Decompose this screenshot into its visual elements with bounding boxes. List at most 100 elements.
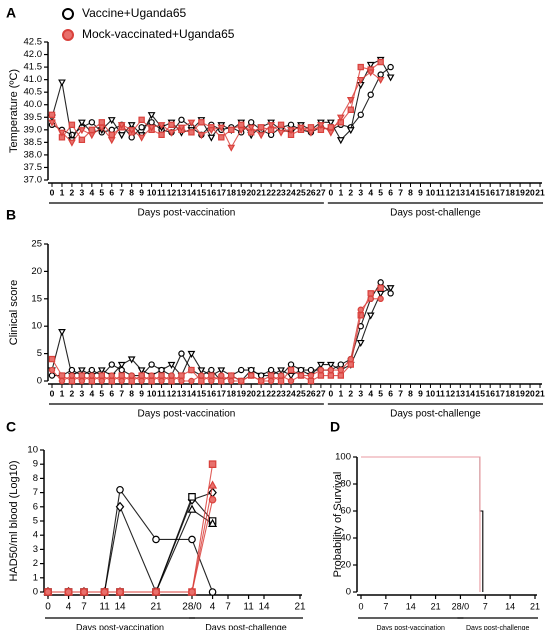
data-point [138,116,145,123]
legend-label: Mock-vaccinated+Uganda65 [82,27,235,41]
x-tick-label: 11 [99,602,110,613]
data-point [387,290,394,297]
y-tick-label: 80 [340,479,351,490]
x-tick-label: 23 [276,187,286,197]
data-point [177,124,186,132]
y-tick-label: 38.0 [24,149,43,160]
data-point [208,377,215,385]
data-point [197,367,206,375]
data-point [188,535,196,544]
x-tick-label: 0 [328,388,333,398]
data-point [197,132,206,140]
x-tick-label: 4 [368,187,373,197]
y-tick-label: 8 [33,473,38,484]
y-tick-label: 0 [37,376,42,387]
series-line [48,488,214,593]
x-tick-label: 15 [197,388,207,398]
data-point [238,377,245,385]
x-tick-label: 13 [177,187,187,197]
data-point [167,361,176,369]
data-point [88,372,96,379]
data-point [287,366,295,374]
x-tick-label: 2 [348,187,353,197]
x-tick-label: 3 [358,187,363,197]
x-tick-label: 6 [388,388,393,398]
data-point [257,377,265,385]
data-point [377,279,384,286]
data-point [297,124,305,132]
x-tick-label: 8 [408,388,413,398]
data-point [247,124,256,132]
x-tick-label: 21 [294,602,306,613]
data-point [148,361,155,368]
y-tick-label: 37.0 [24,175,43,186]
data-point [198,372,205,379]
data-point [188,377,195,385]
y-tick-label: 7 [33,487,38,498]
data-point [147,124,156,132]
data-point [68,372,76,379]
y-tick-label: 4 [33,530,38,541]
data-point [188,588,196,596]
x-tick-label: 0 [328,187,333,197]
y-tick-label: 0 [346,587,351,598]
x-tick-label: 22 [266,187,276,197]
data-point [247,372,255,379]
data-point [168,372,175,379]
x-tick-label: 13 [456,187,466,197]
data-point [100,588,109,596]
data-point [108,377,115,385]
x-tick-label: 10 [147,388,157,398]
x-tick-label: 7 [383,601,388,611]
data-point [367,91,374,98]
y-axis-label: Temperature (ºC) [8,69,20,153]
data-point [152,535,160,544]
data-point [337,361,345,368]
x-tick-label: 14 [258,602,270,613]
x-tick-label: 4 [210,602,216,613]
data-point [307,366,315,374]
x-tick-label: 8 [408,187,413,197]
legend-marker [62,8,74,20]
data-point [277,129,285,137]
x-tick-label: 11 [243,602,254,613]
data-point [108,372,115,379]
x-tick-label: 7 [119,187,124,197]
x-tick-label: 5 [99,187,104,197]
x-tick-label: 14 [114,602,126,613]
x-tick-label: 3 [80,187,85,197]
data-point [178,372,185,379]
data-point [188,366,195,374]
data-point [237,127,246,135]
x-tick-label: 9 [139,187,144,197]
x-tick-label: 2 [348,388,353,398]
x-tick-label: 7 [483,601,488,611]
data-point [267,377,275,385]
x-tick-label: 14 [466,187,476,197]
y-tick-label: 60 [340,506,351,517]
y-tick-label: 40 [340,533,351,544]
x-tick-label: 20 [525,187,535,197]
data-point [267,122,275,130]
x-tick-label: 12 [446,187,456,197]
x-tick-label: 24 [286,388,296,398]
data-point [217,367,226,375]
data-point [356,339,365,348]
y-tick-label: 40.0 [24,99,43,110]
y-tick-label: 39.0 [24,124,43,135]
x-tick-label: 18 [505,388,515,398]
data-point [257,132,266,140]
x-tick-label: 19 [236,388,246,398]
data-point [376,290,385,298]
x-tick-label: 12 [167,388,177,398]
y-axis-label: HAD50/ml blood (Log10) [8,460,20,581]
x-tick-label: 7 [81,602,87,613]
data-point [218,372,225,379]
data-point [137,134,146,142]
x-tick-label: 8 [129,388,134,398]
data-point [307,124,315,131]
x-tick-label: 1 [60,187,65,197]
data-point [58,372,66,379]
data-point [118,377,125,385]
data-point [107,137,116,145]
